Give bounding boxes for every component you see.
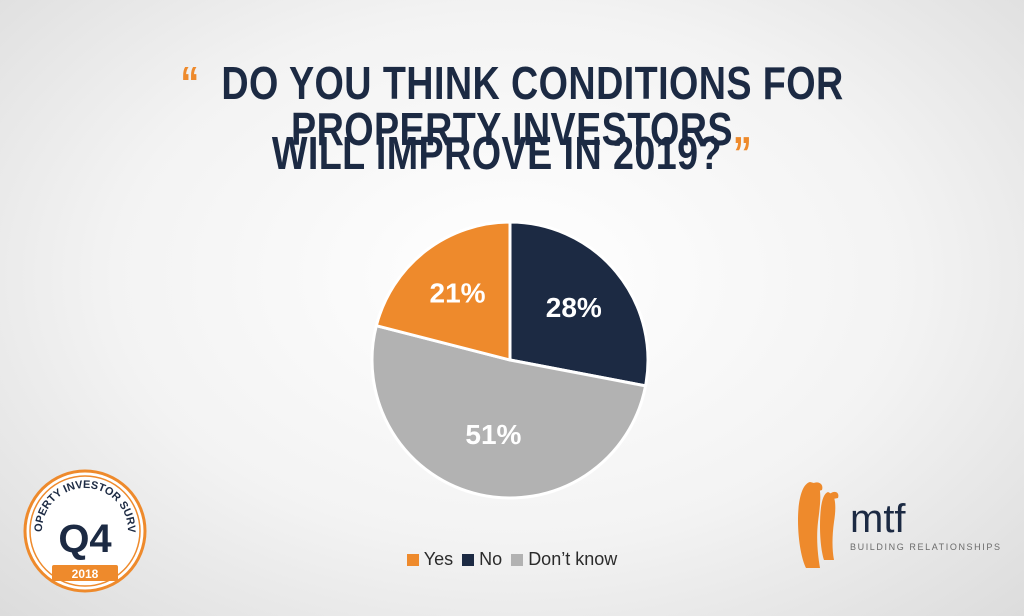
legend-item-dont-know: Don’t know [511, 549, 617, 570]
chart-title-line-2: WILL IMPROVE IN 2019? ” [92, 130, 932, 176]
chart-legend: Yes No Don’t know [0, 549, 1024, 570]
legend-label-no: No [479, 549, 503, 569]
logo-name-text: mtf [850, 497, 906, 541]
badge-q4-text: Q4 [58, 517, 112, 561]
pie-label-dont-know: 51% [465, 419, 521, 450]
pie-slice-dont-know [370, 324, 648, 500]
logo-tagline-text: BUILDING RELATIONSHIPS [850, 542, 1002, 552]
chart-title-text-2: WILL IMPROVE IN 2019? [271, 127, 722, 179]
legend-item-yes: Yes [406, 549, 454, 570]
pie-chart: 28% 51% 21% [370, 220, 650, 500]
mtf-logo: mtf BUILDING RELATIONSHIPS [798, 482, 1002, 568]
legend-swatch-yes [406, 554, 419, 566]
pie-slice-no [508, 220, 650, 388]
legend-swatch-dont-know [511, 554, 524, 566]
legend-label-yes: Yes [423, 549, 454, 569]
pie-label-yes: 21% [430, 277, 486, 308]
chart-title-line-1: “ DO YOU THINK CONDITIONS FOR PROPERTY I… [92, 60, 932, 152]
legend-item-no: No [462, 549, 502, 570]
legend-swatch-no [462, 554, 475, 566]
legend-label-dont-know: Don’t know [528, 549, 618, 569]
survey-badge: PROPERTY INVESTOR SURVEY Q4 2018 [22, 468, 147, 593]
open-quote-mark: “ [180, 57, 200, 109]
penguins-icon [798, 482, 839, 568]
pie-label-no: 28% [546, 292, 602, 323]
badge-year-text: 2018 [72, 567, 99, 581]
pie-slice-yes [374, 220, 512, 362]
chart-title-text-1: DO YOU THINK CONDITIONS FOR PROPERTY INV… [221, 57, 844, 155]
close-quote-mark: ” [732, 127, 753, 179]
